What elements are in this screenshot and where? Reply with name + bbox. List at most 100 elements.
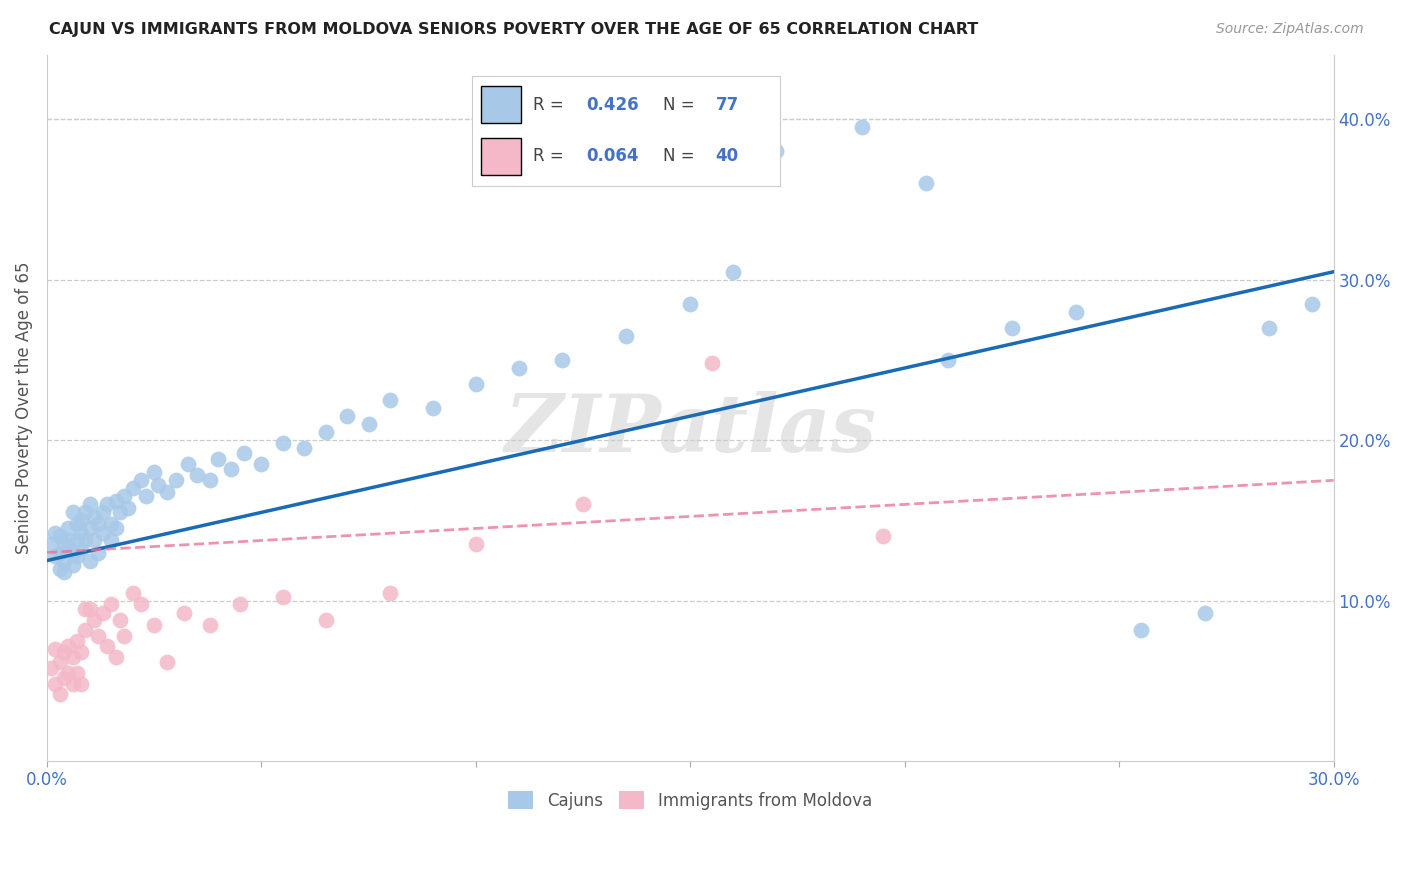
Point xyxy=(156,655,179,669)
Point xyxy=(70,645,93,659)
Text: ZIPatlas: ZIPatlas xyxy=(505,391,876,468)
Point xyxy=(117,500,139,515)
Point xyxy=(108,613,131,627)
Point xyxy=(58,533,80,547)
Point xyxy=(70,513,93,527)
Point xyxy=(851,120,873,135)
Point xyxy=(135,489,157,503)
Point xyxy=(87,629,110,643)
Point xyxy=(39,537,62,551)
Point xyxy=(79,497,101,511)
Point xyxy=(66,665,89,680)
Point xyxy=(721,265,744,279)
Point xyxy=(91,607,114,621)
Point xyxy=(936,353,959,368)
Y-axis label: Seniors Poverty Over the Age of 65: Seniors Poverty Over the Age of 65 xyxy=(15,262,32,554)
Point xyxy=(1064,305,1087,319)
Point xyxy=(186,468,208,483)
Point xyxy=(104,494,127,508)
Point xyxy=(233,446,256,460)
Point xyxy=(315,613,337,627)
Point xyxy=(49,529,72,543)
Point xyxy=(915,177,938,191)
Point xyxy=(75,623,97,637)
Point xyxy=(75,601,97,615)
Point xyxy=(121,481,143,495)
Point xyxy=(765,145,787,159)
Point xyxy=(700,356,723,370)
Point xyxy=(96,497,118,511)
Text: Source: ZipAtlas.com: Source: ZipAtlas.com xyxy=(1216,22,1364,37)
Point xyxy=(70,677,93,691)
Point xyxy=(62,677,84,691)
Point xyxy=(336,409,359,424)
Point xyxy=(53,671,76,685)
Point xyxy=(44,641,66,656)
Point xyxy=(58,639,80,653)
Point xyxy=(66,533,89,547)
Point xyxy=(87,516,110,531)
Point xyxy=(62,558,84,573)
Point xyxy=(271,436,294,450)
Point xyxy=(156,484,179,499)
Point xyxy=(83,613,105,627)
Point xyxy=(1001,321,1024,335)
Point xyxy=(422,401,444,416)
Point xyxy=(112,489,135,503)
Point xyxy=(62,649,84,664)
Point xyxy=(96,639,118,653)
Point xyxy=(357,417,380,432)
Point xyxy=(75,505,97,519)
Point xyxy=(1258,321,1281,335)
Point xyxy=(165,473,187,487)
Point xyxy=(49,655,72,669)
Point xyxy=(229,597,252,611)
Point xyxy=(572,497,595,511)
Point xyxy=(378,585,401,599)
Point xyxy=(100,533,122,547)
Point xyxy=(79,601,101,615)
Point xyxy=(44,677,66,691)
Point xyxy=(464,537,486,551)
Point xyxy=(83,510,105,524)
Point xyxy=(70,542,93,557)
Point xyxy=(271,591,294,605)
Point xyxy=(112,629,135,643)
Point xyxy=(508,361,530,376)
Point xyxy=(66,633,89,648)
Point xyxy=(1129,623,1152,637)
Point xyxy=(173,607,195,621)
Point xyxy=(49,561,72,575)
Point xyxy=(79,521,101,535)
Point xyxy=(66,549,89,563)
Point xyxy=(70,526,93,541)
Point xyxy=(129,473,152,487)
Point xyxy=(58,521,80,535)
Point xyxy=(143,617,166,632)
Point xyxy=(198,617,221,632)
Text: CAJUN VS IMMIGRANTS FROM MOLDOVA SENIORS POVERTY OVER THE AGE OF 65 CORRELATION : CAJUN VS IMMIGRANTS FROM MOLDOVA SENIORS… xyxy=(49,22,979,37)
Point xyxy=(79,553,101,567)
Point xyxy=(53,553,76,567)
Point xyxy=(1301,297,1323,311)
Point xyxy=(58,542,80,557)
Point xyxy=(44,549,66,563)
Point xyxy=(104,521,127,535)
Point xyxy=(108,505,131,519)
Point xyxy=(148,478,170,492)
Point xyxy=(207,452,229,467)
Point xyxy=(75,533,97,547)
Point xyxy=(62,505,84,519)
Point xyxy=(39,661,62,675)
Point xyxy=(679,297,702,311)
Point xyxy=(49,687,72,701)
Point xyxy=(104,649,127,664)
Point xyxy=(91,526,114,541)
Point xyxy=(292,441,315,455)
Point xyxy=(66,516,89,531)
Point xyxy=(49,545,72,559)
Point xyxy=(129,597,152,611)
Point xyxy=(198,473,221,487)
Point xyxy=(464,377,486,392)
Point xyxy=(62,545,84,559)
